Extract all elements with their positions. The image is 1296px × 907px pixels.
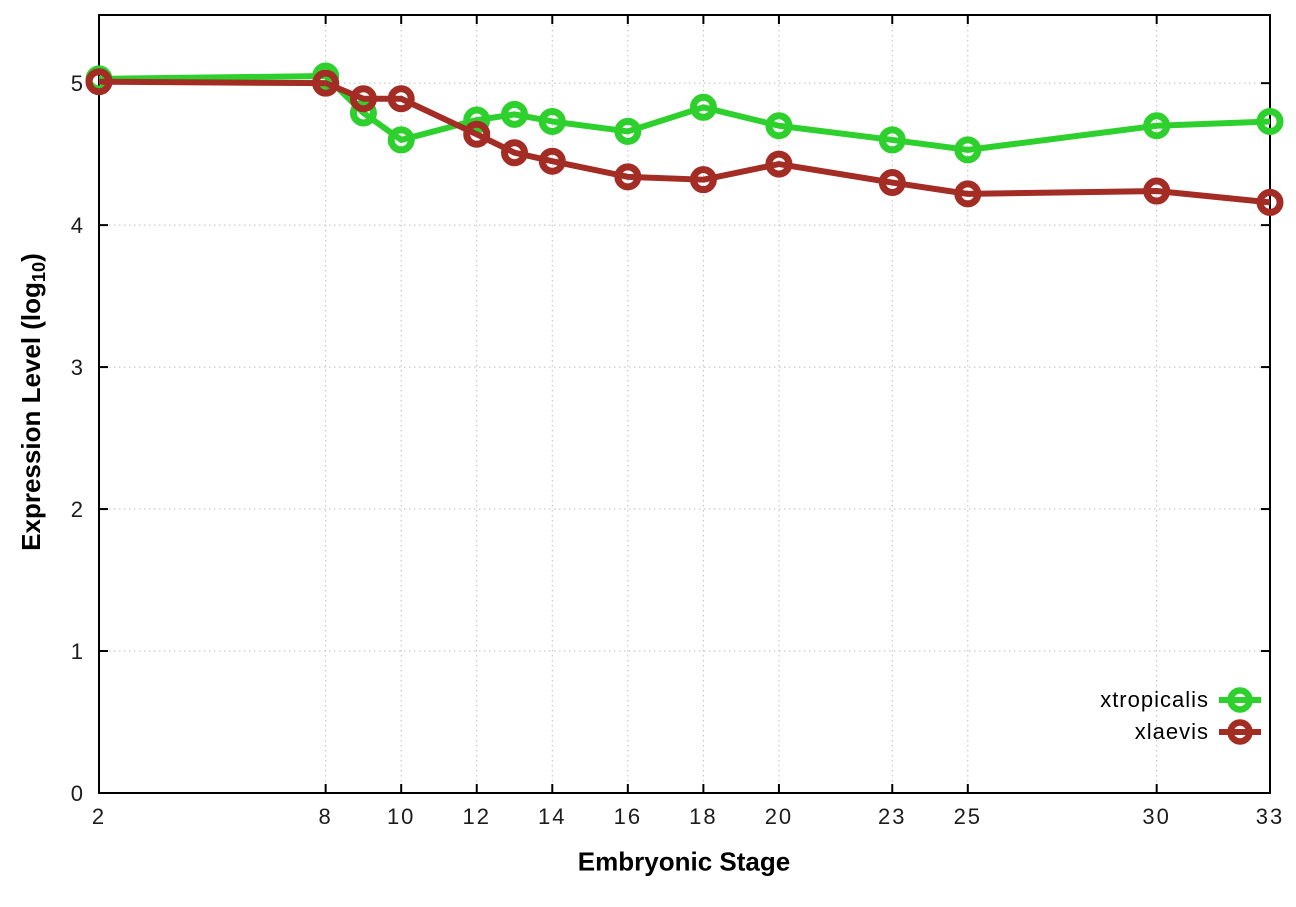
legend-line-marker-icon — [1219, 687, 1261, 713]
data-point-xlaevis-stage-13 — [501, 139, 529, 167]
data-point-xlaevis-stage-8 — [312, 69, 340, 97]
y-axis-title-subscript: 10 — [29, 261, 49, 283]
data-point-xlaevis-stage-30 — [1143, 177, 1171, 205]
series-line-xtropicalis — [98, 73, 1271, 153]
x-tick-label: 2 — [92, 804, 106, 829]
x-tick-label: 33 — [1256, 804, 1284, 829]
y-axis-title: Expression Level (log10) — [16, 253, 50, 551]
x-tick-label: 16 — [614, 804, 642, 829]
data-point-xtropicalis-stage-25 — [954, 136, 982, 164]
data-point-xtropicalis-stage-13 — [501, 100, 529, 128]
data-point-xlaevis-stage-14 — [538, 147, 566, 175]
data-point-xlaevis-stage-33 — [1256, 188, 1284, 216]
data-point-xlaevis-stage-9 — [349, 85, 377, 113]
legend-item-xlaevis: xlaevis — [1135, 718, 1262, 746]
x-tick-label: 23 — [878, 804, 906, 829]
x-tick-label: 25 — [954, 804, 982, 829]
legend-label-xlaevis: xlaevis — [1134, 719, 1209, 744]
x-axis-title: Embryonic Stage — [577, 846, 791, 877]
x-tick-label: 12 — [462, 804, 490, 829]
legend-line-marker-icon — [1219, 719, 1261, 745]
data-point-xtropicalis-stage-12 — [463, 106, 491, 134]
x-tick-label: 8 — [319, 804, 333, 829]
y-axis-title-suffix: ) — [16, 253, 46, 262]
data-point-xtropicalis-stage-20 — [765, 112, 793, 140]
y-tick-label: 5 — [71, 71, 85, 96]
data-point-xlaevis-stage-2 — [85, 68, 113, 96]
y-axis-title-text: Expression Level (log — [16, 282, 46, 551]
x-tick-label: 20 — [765, 804, 793, 829]
y-tick-label: 2 — [71, 497, 85, 522]
data-point-xlaevis-stage-23 — [878, 169, 906, 197]
y-tick-label: 4 — [71, 213, 85, 238]
data-point-xtropicalis-stage-14 — [538, 107, 566, 135]
legend: xtropicalis xlaevis — [1100, 686, 1262, 746]
data-point-xtropicalis-stage-18 — [689, 93, 717, 121]
data-point-xtropicalis-stage-10 — [387, 126, 415, 154]
data-point-xtropicalis-stage-30 — [1143, 112, 1171, 140]
data-point-xtropicalis-stage-16 — [614, 117, 642, 145]
data-point-xlaevis-stage-20 — [765, 150, 793, 178]
plot-border — [98, 14, 1271, 794]
data-point-xtropicalis-stage-9 — [349, 99, 377, 127]
data-point-xlaevis-stage-12 — [463, 120, 491, 148]
data-point-xtropicalis-stage-23 — [878, 126, 906, 154]
x-tick-label: 10 — [387, 804, 415, 829]
data-point-xtropicalis-stage-33 — [1256, 107, 1284, 135]
y-tick-label: 1 — [71, 639, 85, 664]
x-tick-label: 14 — [538, 804, 566, 829]
data-point-xlaevis-stage-10 — [387, 85, 415, 113]
x-tick-label: 18 — [689, 804, 717, 829]
legend-label-xtropicalis: xtropicalis — [1100, 687, 1209, 712]
data-point-xlaevis-stage-18 — [689, 166, 717, 194]
data-point-xlaevis-stage-16 — [614, 163, 642, 191]
x-tick-label: 30 — [1142, 804, 1170, 829]
data-point-xlaevis-stage-25 — [954, 180, 982, 208]
y-tick-label: 0 — [71, 781, 85, 806]
legend-item-xtropicalis: xtropicalis — [1100, 686, 1262, 714]
y-tick-label: 3 — [71, 355, 85, 380]
series-line-xlaevis — [98, 78, 1271, 206]
